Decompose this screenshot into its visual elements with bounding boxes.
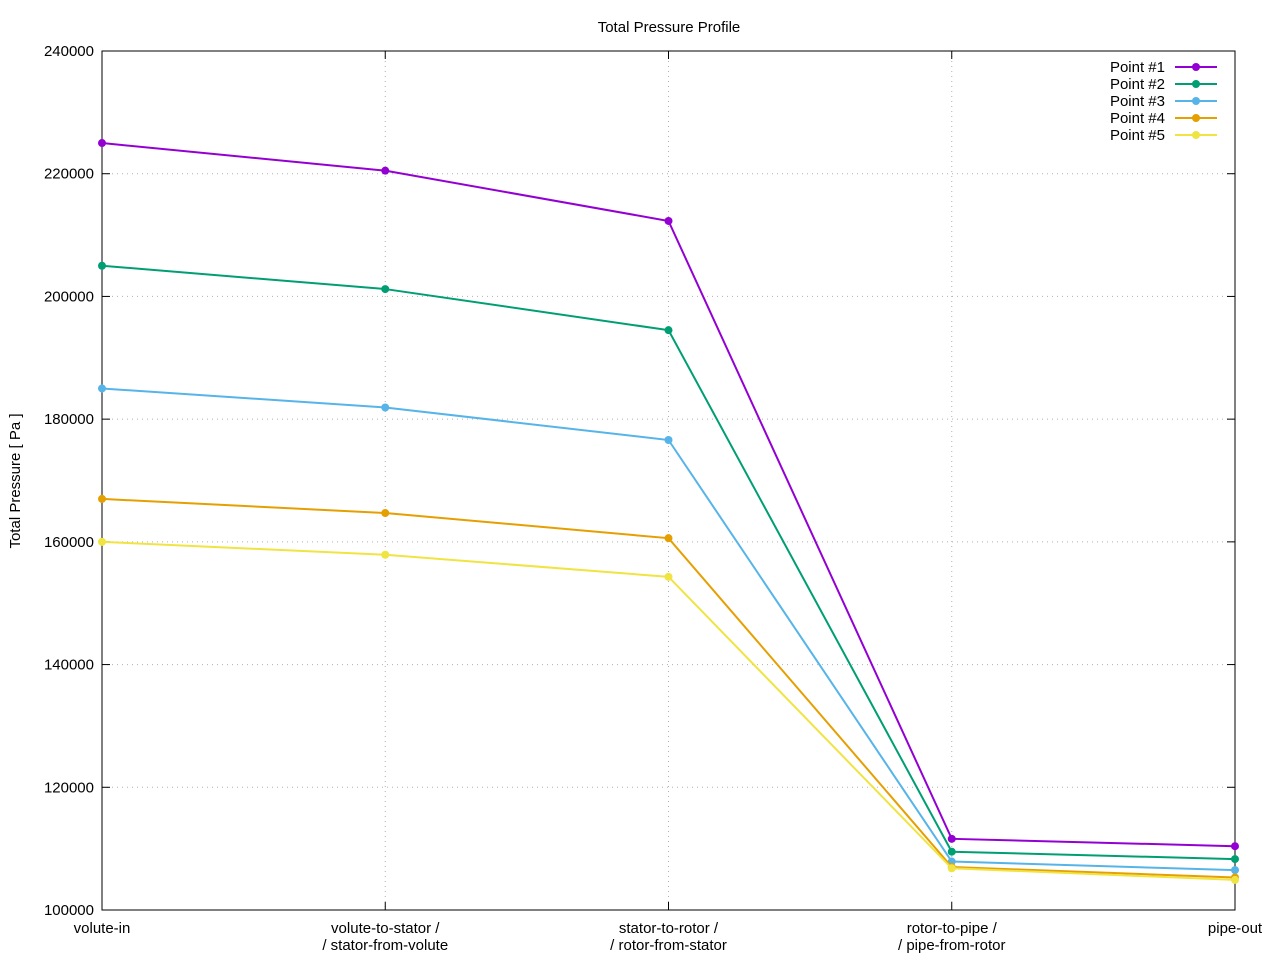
- x-tick-label: / rotor-from-stator: [610, 937, 727, 954]
- data-point: [1231, 866, 1239, 875]
- data-point: [381, 285, 390, 294]
- legend-marker: [1192, 80, 1200, 88]
- data-point: [947, 847, 956, 856]
- data-point: [98, 537, 106, 546]
- x-tick-label: / stator-from-volute: [322, 937, 448, 954]
- data-point: [947, 864, 956, 873]
- x-tick-label: rotor-to-pipe /: [907, 920, 998, 937]
- data-point: [98, 261, 106, 270]
- series-line-5: [101, 540, 1236, 881]
- data-point: [1231, 875, 1239, 884]
- x-tick-label: volute-to-stator /: [331, 920, 440, 937]
- series-line-1: [101, 142, 1236, 848]
- data-point: [381, 403, 390, 412]
- y-tick-label: 100000: [44, 902, 94, 919]
- y-tick-label: 160000: [44, 534, 94, 551]
- data-point: [381, 509, 390, 518]
- grid: [102, 51, 1235, 910]
- data-point: [1231, 842, 1239, 851]
- series-lines: [98, 139, 1239, 884]
- data-point: [947, 834, 956, 843]
- legend-marker: [1192, 63, 1200, 71]
- data-point: [664, 572, 673, 581]
- chart-title: Total Pressure Profile: [598, 19, 741, 36]
- legend-label: Point #2: [1110, 76, 1165, 93]
- series-line-2: [101, 264, 1236, 861]
- x-tick-label: volute-in: [74, 920, 131, 937]
- x-tick-label: stator-to-rotor /: [619, 920, 719, 937]
- y-tick-label: 120000: [44, 779, 94, 796]
- y-tick-label: 140000: [44, 657, 94, 674]
- data-point: [381, 550, 390, 559]
- data-point: [664, 216, 673, 225]
- data-point: [1231, 855, 1239, 864]
- legend-label: Point #5: [1110, 127, 1165, 144]
- data-point: [98, 384, 106, 393]
- legend-label: Point #3: [1110, 93, 1165, 110]
- y-tick-label: 200000: [44, 288, 94, 305]
- series-line-3: [101, 387, 1236, 872]
- legend-marker: [1192, 97, 1200, 105]
- y-tick-label: 220000: [44, 166, 94, 183]
- legend-label: Point #4: [1110, 110, 1165, 127]
- data-point: [664, 436, 673, 445]
- y-tick-label: 180000: [44, 411, 94, 428]
- series-line-4: [101, 497, 1236, 879]
- data-point: [381, 166, 390, 175]
- axis-ticks: 100000 120000 140000 160000 180000 200000 2200…: [44, 43, 1263, 954]
- y-tick-label: 240000: [44, 43, 94, 60]
- legend-marker: [1192, 114, 1200, 122]
- y-axis-label: Total Pressure [ Pa ]: [7, 413, 24, 548]
- x-tick-label: / pipe-from-rotor: [898, 937, 1006, 954]
- legend-marker: [1192, 131, 1200, 139]
- data-point: [664, 326, 673, 335]
- data-point: [664, 534, 673, 543]
- legend-label: Point #1: [1110, 59, 1165, 76]
- data-point: [98, 494, 106, 503]
- data-point: [98, 139, 106, 148]
- x-tick-label: pipe-out: [1208, 920, 1263, 937]
